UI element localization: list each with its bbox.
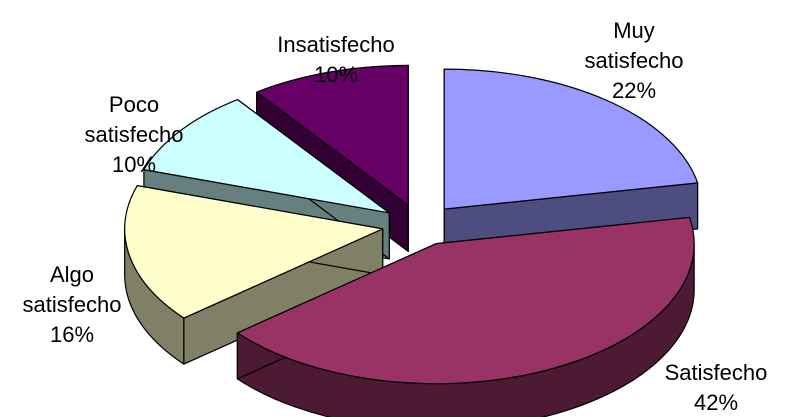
slice-label-satisfecho: Satisfecho 42% [665,360,768,415]
slice-value-label: 16% [50,322,94,347]
slice-name-label: Satisfecho [665,360,768,385]
slice-name-label: satisfecho [22,292,121,317]
slice-muy-satisfecho [443,68,699,210]
slice-name-label: Muy [613,18,655,43]
slice-label-poco-satisfecho: Poco satisfecho 10% [84,92,183,177]
slice-algo-satisfecho [124,185,384,319]
slice-name-label: satisfecho [84,122,183,147]
slice-name-label: Poco [109,92,159,117]
slice-labels: Muy satisfecho 22% Satisfecho 42% Algo satisfe… [22,18,767,415]
slice-value-label: 42% [694,390,738,415]
slice-label-muy-satisfecho: Muy satisfecho 22% [584,18,683,103]
slice-label-insatisfecho: Insatisfecho 10% [277,32,394,87]
slice-satisfecho [236,216,695,385]
slice-insatisfecho [256,64,409,206]
slice-name-label: Insatisfecho [277,32,394,57]
slice-value-label: 10% [112,152,156,177]
slice-value-label: 10% [314,62,358,87]
slice-poco-satisfecho [143,99,390,214]
slice-name-label: satisfecho [584,48,683,73]
slice-name-label: Algo [50,262,94,287]
slice-label-algo-satisfecho: Algo satisfecho 16% [22,262,121,347]
slice-tops [124,64,699,385]
slice-value-label: 22% [612,78,656,103]
